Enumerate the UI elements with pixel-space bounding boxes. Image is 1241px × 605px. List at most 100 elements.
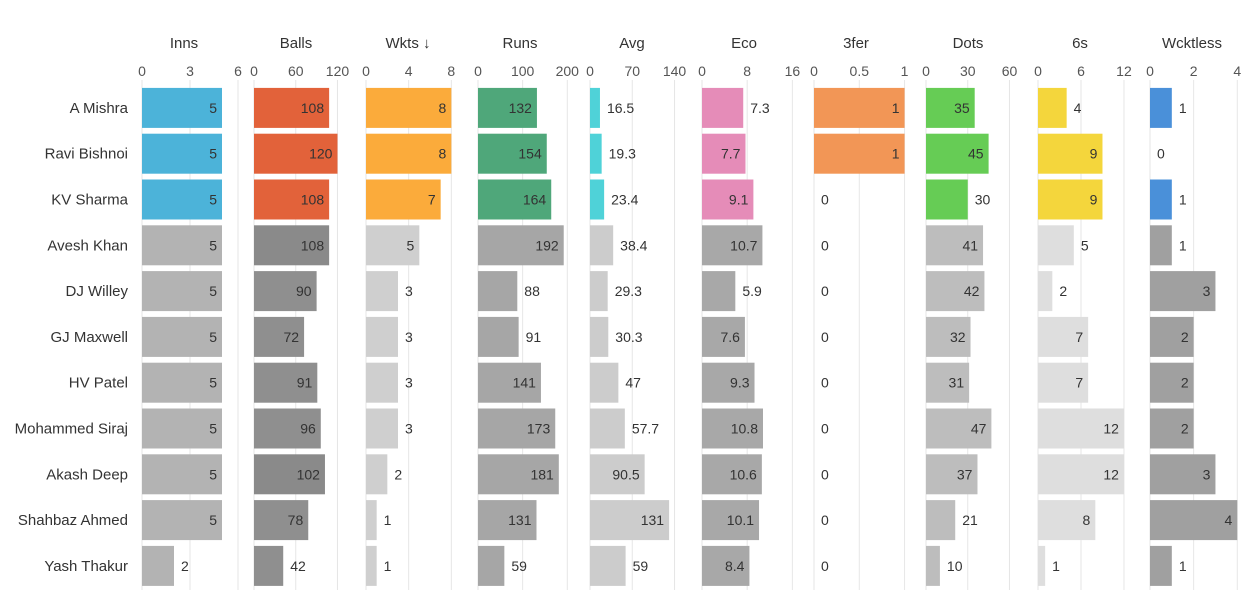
value-label: 0: [821, 283, 829, 299]
value-label: 72: [284, 329, 300, 345]
value-label: 1: [1179, 192, 1187, 208]
value-label: 21: [962, 512, 978, 528]
value-label: 12: [1103, 421, 1119, 437]
bar-avg: [590, 271, 608, 312]
tick-label: 6: [234, 63, 242, 79]
value-label: 5: [209, 283, 217, 299]
column-header: Wkts ↓: [386, 35, 431, 52]
value-label: 0: [821, 421, 829, 437]
value-label: 31: [949, 375, 965, 391]
bar-eco: [702, 87, 744, 128]
bar-balls: [254, 179, 330, 220]
value-label: 8: [439, 100, 447, 116]
value-label: 1: [1179, 558, 1187, 574]
bar-wcktless: [1150, 271, 1216, 312]
bar-wkts: [366, 545, 377, 586]
value-label: 1: [892, 100, 900, 116]
bar-inns: [142, 408, 222, 449]
value-label: 192: [535, 237, 559, 253]
tick-label: 0: [474, 63, 482, 79]
tick-label: 200: [556, 63, 580, 79]
bar-sixes: [1038, 271, 1053, 312]
tick-label: 0: [250, 63, 258, 79]
value-label: 108: [301, 192, 325, 208]
value-label: 16.5: [607, 100, 634, 116]
value-label: 120: [309, 146, 333, 162]
value-label: 30: [975, 192, 991, 208]
bar-runs: [478, 408, 556, 449]
value-label: 59: [633, 558, 649, 574]
bar-runs: [478, 133, 547, 174]
bar-avg: [590, 87, 600, 128]
row-label: Avesh Khan: [47, 237, 128, 254]
tick-label: 16: [785, 63, 801, 79]
tick-label: 0: [810, 63, 818, 79]
value-label: 3: [405, 329, 413, 345]
value-label: 5: [1081, 237, 1089, 253]
bar-sixes: [1038, 179, 1103, 220]
value-label: 5: [209, 329, 217, 345]
bar-sixes: [1038, 316, 1089, 357]
value-label: 1: [892, 146, 900, 162]
tick-label: 6: [1077, 63, 1085, 79]
bar-avg: [590, 179, 605, 220]
row-label: KV Sharma: [51, 192, 128, 209]
bar-wcktless: [1150, 500, 1238, 541]
value-label: 8.4: [725, 558, 745, 574]
bar-wcktless: [1150, 179, 1172, 220]
bar-wcktless: [1150, 87, 1172, 128]
value-label: 88: [524, 283, 540, 299]
value-label: 9: [1090, 146, 1098, 162]
value-label: 96: [300, 421, 316, 437]
bar-eco: [702, 271, 736, 312]
bar-dots: [926, 362, 970, 403]
value-label: 91: [526, 329, 542, 345]
value-label: 5: [407, 237, 415, 253]
tick-label: 3: [186, 63, 194, 79]
value-label: 5: [209, 192, 217, 208]
value-label: 3: [1203, 466, 1211, 482]
row-label: Ravi Bishnoi: [45, 146, 128, 163]
bar-dots: [926, 545, 940, 586]
bar-threefer: [814, 133, 905, 174]
value-label: 2: [1181, 329, 1189, 345]
value-label: 32: [950, 329, 966, 345]
bar-eco: [702, 408, 763, 449]
value-label: 154: [518, 146, 542, 162]
bar-wkts: [366, 500, 377, 541]
value-label: 2: [394, 466, 402, 482]
value-label: 42: [964, 283, 980, 299]
value-label: 102: [297, 466, 321, 482]
value-label: 23.4: [611, 192, 638, 208]
tick-label: 2: [1190, 63, 1198, 79]
bar-runs: [478, 500, 537, 541]
value-label: 45: [968, 146, 984, 162]
value-label: 4: [1224, 512, 1232, 528]
tick-label: 0: [362, 63, 370, 79]
bar-dots: [926, 316, 971, 357]
value-label: 78: [288, 512, 304, 528]
value-label: 181: [530, 466, 554, 482]
bar-inns: [142, 87, 222, 128]
bar-dots: [926, 271, 985, 312]
value-label: 5: [209, 237, 217, 253]
bar-runs: [478, 271, 518, 312]
row-label: Akash Deep: [46, 466, 128, 483]
value-label: 0: [821, 512, 829, 528]
value-label: 0: [821, 329, 829, 345]
value-label: 10.8: [731, 421, 758, 437]
tick-label: 0: [698, 63, 706, 79]
bar-inns: [142, 500, 222, 541]
bar-wkts: [366, 454, 388, 495]
bar-wkts: [366, 87, 452, 128]
bar-balls: [254, 408, 321, 449]
bar-wkts: [366, 316, 398, 357]
column-header: 6s: [1072, 35, 1088, 52]
value-label: 10.7: [730, 237, 757, 253]
bar-avg: [590, 545, 626, 586]
value-label: 47: [971, 421, 987, 437]
value-label: 3: [405, 283, 413, 299]
value-label: 0: [821, 558, 829, 574]
value-label: 1: [384, 512, 392, 528]
